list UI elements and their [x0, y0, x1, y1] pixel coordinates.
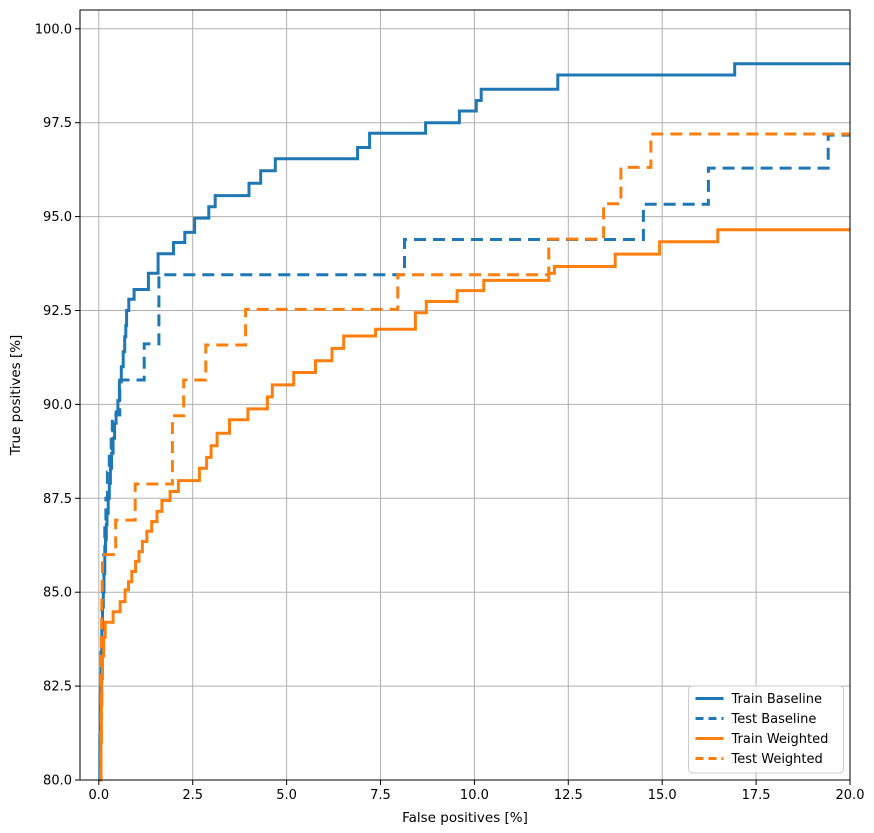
x-tick-label: 0.0: [88, 788, 109, 803]
x-tick-label: 5.0: [276, 788, 297, 803]
legend-item-test-baseline: Test Baseline: [695, 712, 817, 727]
x-axis-label: False positives [%]: [402, 810, 528, 826]
x-tick-label: 10.0: [460, 788, 489, 803]
x-tick-label: 20.0: [836, 788, 865, 803]
legend-item-train-baseline: Train Baseline: [695, 692, 822, 707]
legend-item-test-weighted: Test Weighted: [695, 752, 823, 767]
series-line-test-baseline: [98, 133, 850, 782]
legend-item-train-weighted: Train Weighted: [695, 732, 829, 747]
y-tick-label: 100.0: [35, 22, 72, 37]
legend-label-test-weighted: Test Weighted: [731, 752, 823, 767]
series-lines: [98, 62, 850, 782]
series-line-train-weighted: [99, 228, 850, 782]
y-tick-label: 90.0: [43, 398, 72, 413]
axis-ticks: 0.0 2.5 5.0 7.5 10.0 12.5 15.0 17.5 20.0 80.0 82.5…: [35, 22, 865, 803]
y-tick-label: 92.5: [43, 304, 72, 319]
y-axis-label: True positives [%]: [8, 335, 24, 457]
legend: Train Baseline Test Baseline Train Weighte…: [688, 685, 844, 774]
legend-label-train-baseline: Train Baseline: [731, 692, 822, 707]
grid-lines: [80, 10, 851, 781]
y-tick-label: 80.0: [43, 774, 72, 789]
plot-border: [79, 9, 851, 781]
y-tick-label: 95.0: [43, 210, 72, 225]
x-tick-label: 15.0: [648, 788, 677, 803]
y-tick-label: 85.0: [43, 586, 72, 601]
x-tick-label: 2.5: [182, 788, 203, 803]
legend-label-train-weighted: Train Weighted: [731, 732, 829, 747]
y-tick-label: 97.5: [43, 116, 72, 131]
y-tick-label: 82.5: [43, 680, 72, 695]
x-tick-label: 17.5: [742, 788, 771, 803]
x-tick-label: 7.5: [370, 788, 391, 803]
x-tick-label: 12.5: [554, 788, 583, 803]
legend-label-test-baseline: Test Baseline: [731, 712, 817, 727]
y-tick-label: 87.5: [43, 492, 72, 507]
legend-box: [688, 685, 844, 774]
series-line-test-weighted: [99, 132, 850, 782]
